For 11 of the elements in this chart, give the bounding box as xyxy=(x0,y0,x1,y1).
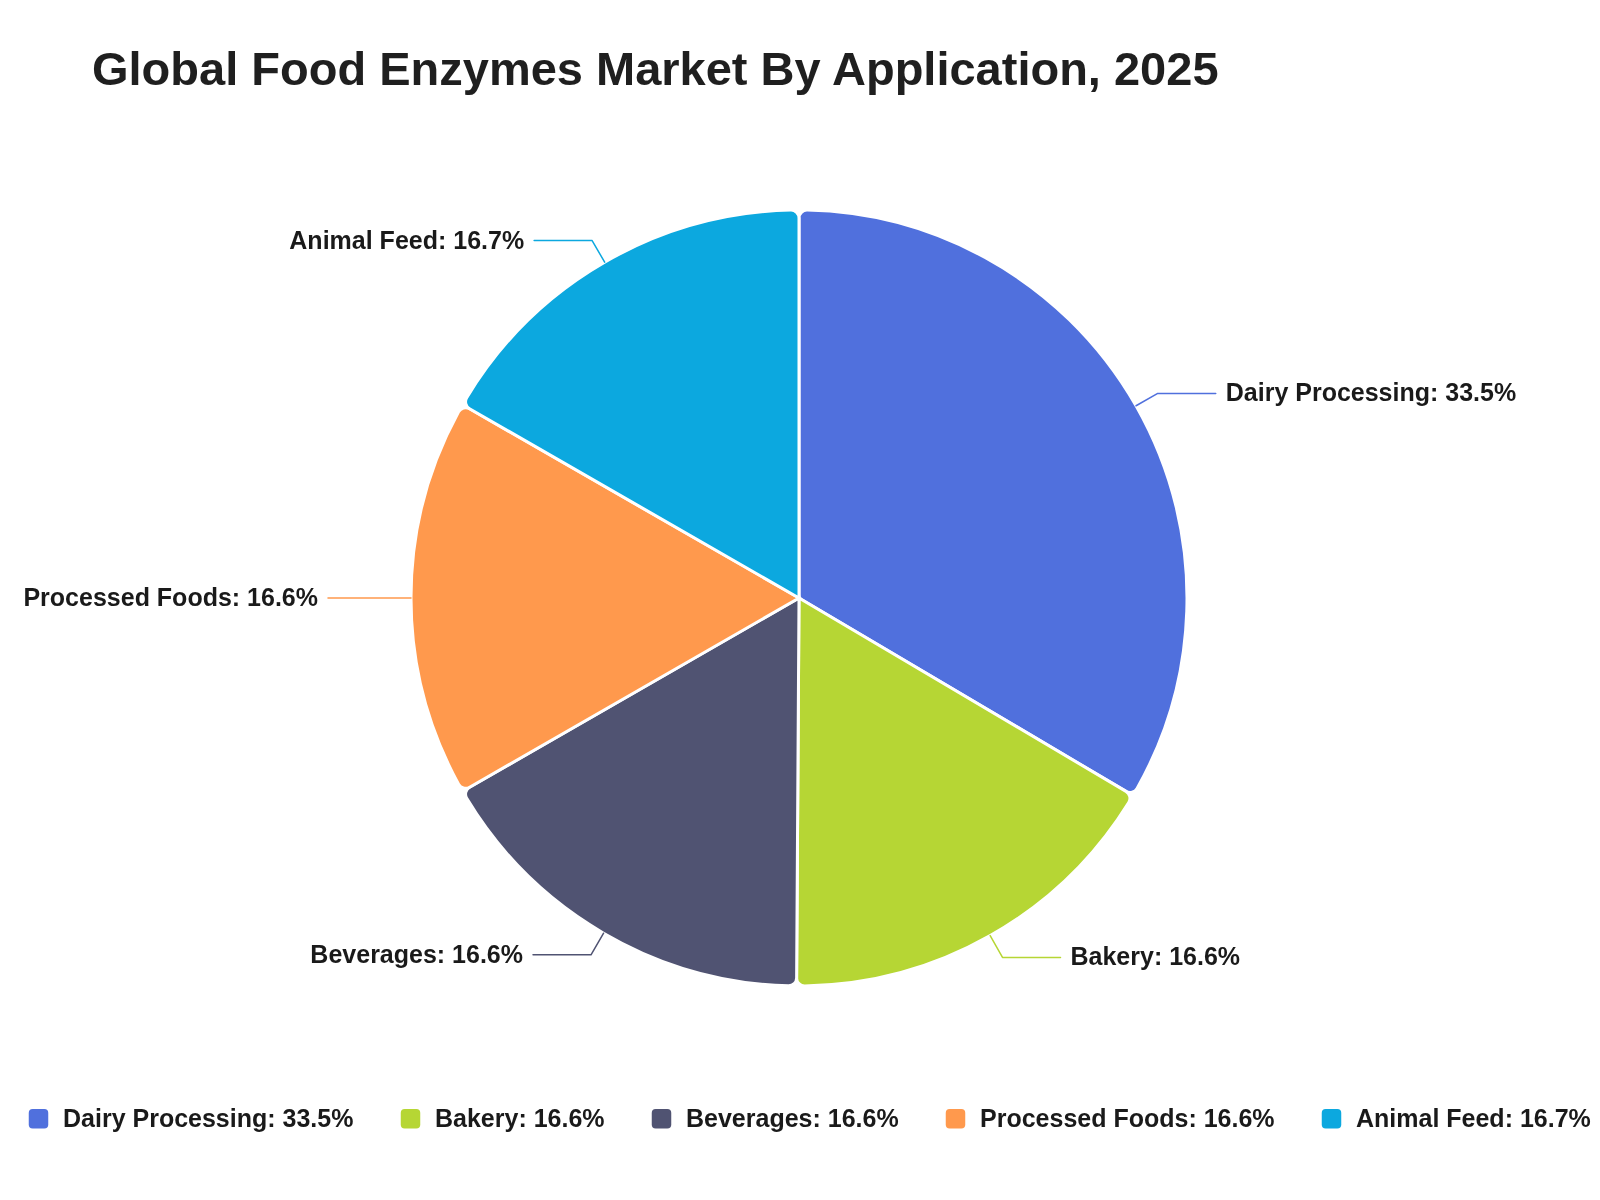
legend-label: Processed Foods: 16.6% xyxy=(980,1103,1275,1132)
legend-label: Animal Feed: 16.7% xyxy=(1356,1103,1591,1132)
slice-label: Processed Foods: 16.6% xyxy=(23,583,318,611)
legend-label: Bakery: 16.6% xyxy=(435,1103,605,1132)
chart-title: Global Food Enzymes Market By Application, 2025 xyxy=(92,42,1219,95)
slice-label: Animal Feed: 16.7% xyxy=(289,225,525,254)
slice-label: Dairy Processing: 33.5% xyxy=(1225,378,1517,407)
legend-label: Dairy Processing: 33.5% xyxy=(63,1103,354,1132)
legend-label: Beverages: 16.6% xyxy=(686,1103,899,1132)
slice-label: Beverages: 16.6% xyxy=(310,939,523,968)
slice-label: Bakery: 16.6% xyxy=(1070,942,1241,971)
